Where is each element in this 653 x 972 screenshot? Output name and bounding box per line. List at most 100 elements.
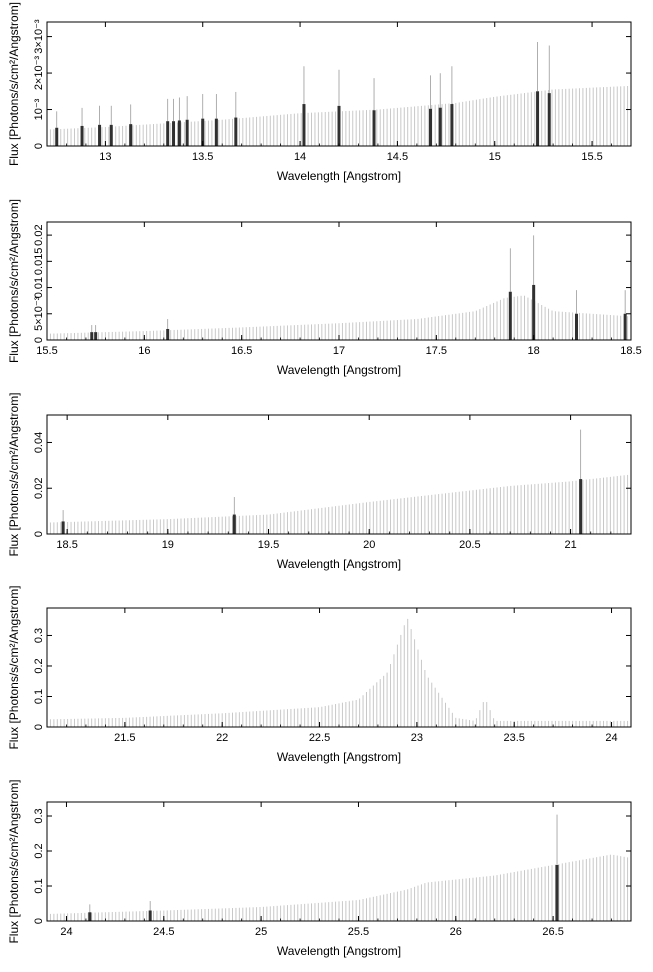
x-tick-label: 16 [138,345,150,357]
emission-line-bar [214,118,218,146]
x-tick-label: 20 [363,539,375,551]
emission-line-bar [88,912,92,921]
y-tick-label: 0.3 [33,808,45,823]
y-tick-label: 0.2 [33,843,45,858]
emission-line-bar [166,328,170,340]
x-tick-label: 14.5 [387,151,408,163]
x-tick-label: 24 [605,732,617,744]
emission-line-bar [172,121,176,146]
x-tick-label: 21.5 [114,732,135,744]
emission-line-bar [579,479,583,534]
line-series [61,429,583,534]
x-tick-label: 24 [60,926,72,938]
plot-frame [46,414,632,535]
x-tick-label: 26 [450,926,462,938]
emission-line-bar [148,910,152,921]
y-tick-label: 0 [33,918,45,924]
emission-line-bar [80,125,84,146]
emission-line-bar [55,127,59,146]
emission-line-bar [232,514,236,534]
x-tick-label: 24.5 [153,926,174,938]
x-axis-label: Wavelength [Angstrom] [277,363,401,377]
x-tick-label: 20.5 [459,539,480,551]
panel-1: 13 13.5 14 14.5 15 15.5 0 10⁻³ 2×10⁻³ 3×10⁻³ Wavel… [7,2,632,183]
panel-4: 21.5 22 22.5 23 23.5 24 0 0.1 0.2 0.3 Wavelength [… [7,585,632,764]
y-tick-label: 0.02 [33,478,45,499]
x-tick-label: 25.5 [348,926,369,938]
emission-line-bar [438,107,442,146]
x-axis-label: Wavelength [Angstrom] [277,944,401,958]
x-tick-label: 18.5 [620,345,641,357]
y-tick-label: 0.1 [33,878,45,893]
y-tick-label: 0 [33,531,45,537]
y-tick-label: 10⁻³ [33,98,45,120]
x-tick-label: 15 [489,151,501,163]
x-tick-label: 25 [255,926,267,938]
emission-line-bar [532,284,536,340]
continuum-series [46,618,632,727]
emission-line-bar [428,108,432,146]
emission-line-bar [574,313,578,340]
y-tick-label: 0 [33,143,45,149]
panel-5: 24 24.5 25 25.5 26 26.5 0 0.1 0.2 0.3 Wavelength [… [7,779,632,958]
y-axis-label: Flux [Photons/s/cm²/Angstrom] [7,199,21,363]
emission-line-bar [98,124,102,146]
x-tick-label: 23.5 [503,732,524,744]
emission-line-bar [302,104,306,146]
y-axis-label: Flux [Photons/s/cm²/Angstrom] [7,779,21,943]
continuum-series [46,854,632,921]
x-tick-label: 17 [333,345,345,357]
x-tick-label: 23 [411,732,423,744]
emission-line-bar [372,110,376,146]
x-tick-label: 13.5 [192,151,213,163]
x-tick-label: 19.5 [258,539,279,551]
y-tick-label: 0 [33,724,45,730]
x-tick-label: 13 [99,151,111,163]
x-axis-label: Wavelength [Angstrom] [277,557,401,571]
x-tick-label: 15.5 [36,345,57,357]
y-tick-label: 0.04 [33,432,45,453]
x-tick-label: 17.5 [426,345,447,357]
y-tick-label: 2×10⁻³ [33,56,45,91]
emission-line-bar [536,91,540,146]
emission-line-bar [109,124,113,146]
x-tick-label: 14 [294,151,306,163]
y-tick-label: 0.02 [33,224,45,245]
y-tick-label: 0 [33,337,45,343]
x-tick-label: 15.5 [581,151,602,163]
x-tick-label: 21 [564,539,576,551]
emission-line-bar [547,93,551,146]
x-tick-label: 22 [216,732,228,744]
emission-line-bar [508,291,512,340]
line-series [90,235,627,340]
x-tick-label: 19 [162,539,174,551]
x-axis-label: Wavelength [Angstrom] [277,169,401,183]
emission-line-bar [129,124,133,146]
y-tick-label: 0.01 [33,277,45,298]
emission-line-bar [166,121,170,146]
emission-line-bar [623,313,627,340]
x-tick-label: 26.5 [542,926,563,938]
y-axis-label: Flux [Photons/s/cm²/Angstrom] [7,2,21,166]
emission-line-bar [201,118,205,146]
x-tick-label: 16.5 [231,345,252,357]
emission-line-bar [61,521,65,534]
y-tick-label: 0.2 [33,658,45,673]
continuum-series [46,474,632,534]
y-tick-label: 5×10⁻³ [33,296,45,331]
y-tick-label: 0.015 [33,248,45,276]
emission-line-bar [234,117,238,146]
plot-frame [46,221,632,341]
line-series [55,42,551,146]
y-tick-label: 3×10⁻³ [33,19,45,54]
x-tick-label: 18 [528,345,540,357]
x-tick-label: 18.5 [56,539,77,551]
y-tick-label: 0.3 [33,628,45,643]
emission-line-bar [555,865,559,921]
x-tick-label: 22.5 [309,732,330,744]
emission-line-bar [450,104,454,146]
y-axis-label: Flux [Photons/s/cm²/Angstrom] [7,585,21,749]
panel-2: 15.5 16 16.5 17 17.5 18 18.5 0 5×10⁻³0.010.015 0.… [7,199,642,377]
emission-line-bar [177,120,181,146]
